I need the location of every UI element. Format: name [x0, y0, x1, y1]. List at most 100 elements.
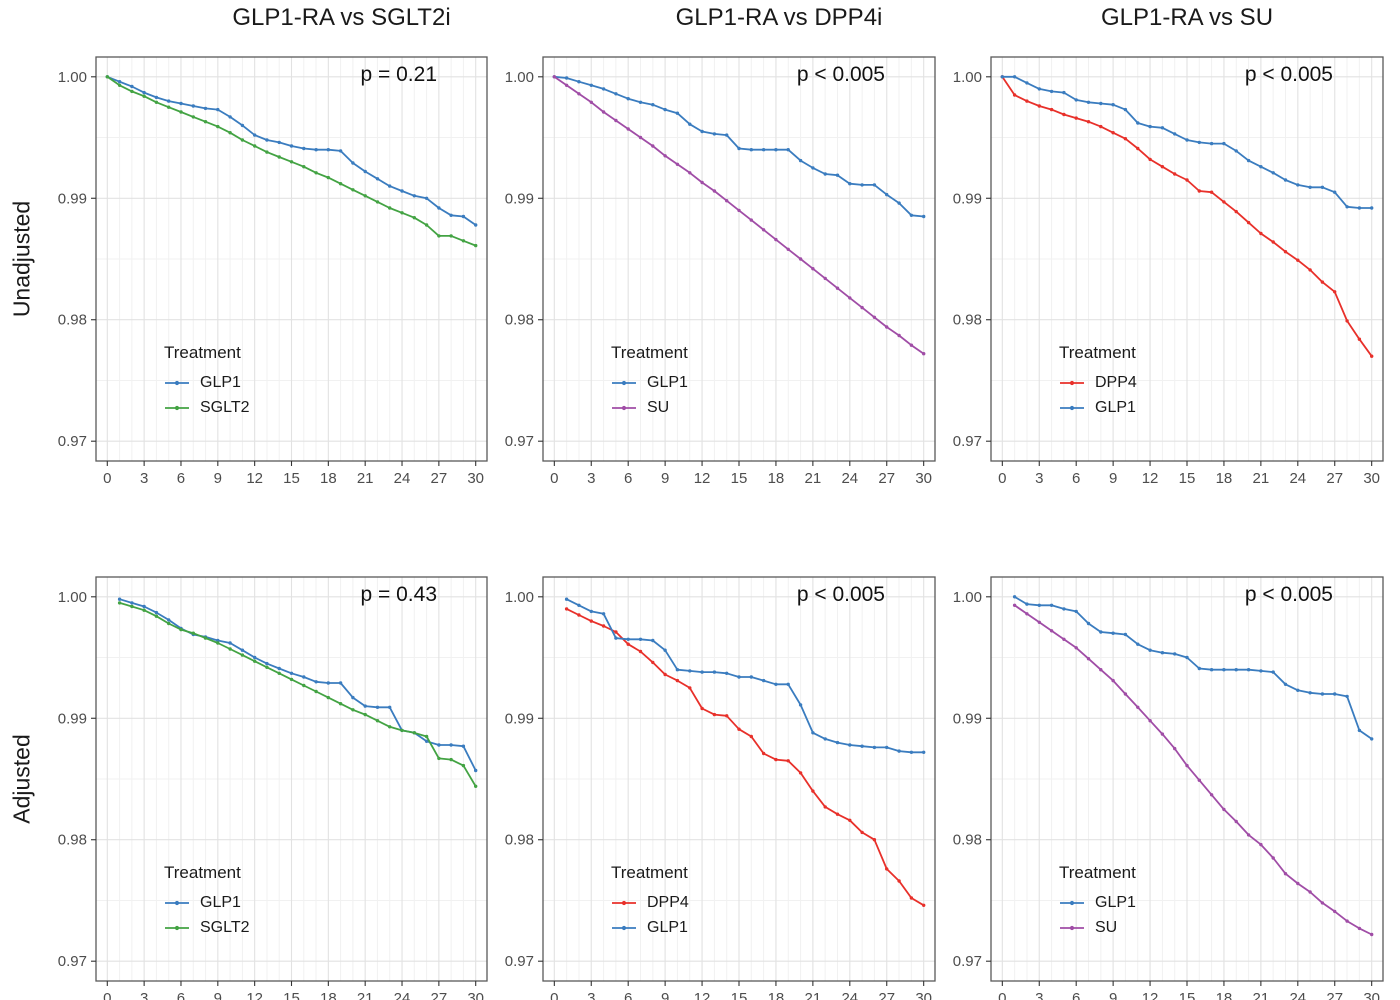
survival-curve-plot: 0 3 6 9 12 15 18 21 24 27 30 1.00 0.99 0.98 0.97	[58, 56, 488, 487]
svg-text:27: 27	[878, 470, 895, 487]
svg-text:3: 3	[1035, 470, 1043, 487]
svg-text:27: 27	[1326, 470, 1343, 487]
panel-unadjusted-glp1-vs-su: 0 3 6 9 12 15 18 21 24 27 30 1.00 0.99 0.98 0.97 p < 0…	[931, 45, 1399, 494]
svg-text:0.98: 0.98	[58, 312, 87, 329]
survival-curve-plot: 0 3 6 9 12 15 18 21 24 27 30 1.00 0.99 0.98 0.97	[58, 576, 488, 1000]
survival-curve-plot: 0 3 6 9 12 15 18 21 24 27 30 1.00 0.99 0.98 0.97	[953, 576, 1384, 1000]
legend-item: GLP1	[1059, 395, 1137, 420]
legend-item: GLP1	[164, 370, 250, 395]
svg-text:1.00: 1.00	[58, 589, 87, 606]
svg-text:6: 6	[624, 990, 632, 1000]
svg-text:15: 15	[731, 990, 748, 1000]
row-label-adjusted: Adjusted	[8, 734, 35, 824]
survival-curve-plot: 0 3 6 9 12 15 18 21 24 27 30 1.00 0.99 0.98 0.97	[505, 576, 936, 1000]
svg-text:0.99: 0.99	[505, 190, 534, 207]
legend-item-label: DPP4	[1095, 373, 1137, 391]
svg-text:3: 3	[140, 990, 148, 1000]
panel-adjusted-glp1-vs-sglt2i: 0 3 6 9 12 15 18 21 24 27 30 1.00 0.99 0.98 0.97 p = 0…	[36, 565, 503, 1000]
legend-title: Treatment	[1059, 343, 1136, 362]
survival-curve-plot: 0 3 6 9 12 15 18 21 24 27 30 1.00 0.99 0.98 0.97	[953, 56, 1384, 487]
svg-text:3: 3	[587, 990, 595, 1000]
svg-text:21: 21	[1253, 470, 1270, 487]
panel-adjusted-glp1-vs-dpp4i: 0 3 6 9 12 15 18 21 24 27 30 1.00 0.99 0.98 0.97 p < 0…	[483, 565, 951, 1000]
legend-key-icon	[612, 925, 636, 930]
svg-text:0.99: 0.99	[505, 710, 534, 727]
legend-title: Treatment	[164, 863, 241, 882]
svg-text:0: 0	[550, 990, 558, 1000]
svg-text:6: 6	[1072, 470, 1080, 487]
legend-item: SGLT2	[164, 915, 250, 940]
treatment-legend: Treatment DPP4 GLP1	[611, 863, 689, 940]
svg-text:18: 18	[768, 990, 785, 1000]
svg-text:0.97: 0.97	[58, 433, 87, 450]
svg-text:24: 24	[1289, 470, 1306, 487]
svg-text:21: 21	[1253, 990, 1270, 1000]
svg-text:15: 15	[1179, 990, 1196, 1000]
svg-text:30: 30	[467, 990, 484, 1000]
legend-item: GLP1	[164, 890, 250, 915]
legend-item-label: GLP1	[647, 918, 688, 936]
svg-text:3: 3	[1035, 990, 1043, 1000]
svg-text:0.97: 0.97	[953, 433, 982, 450]
svg-text:18: 18	[320, 470, 337, 487]
svg-text:1.00: 1.00	[505, 69, 534, 86]
p-value-label: p = 0.21	[360, 63, 437, 86]
legend-item: GLP1	[1059, 890, 1136, 915]
p-value-label: p < 0.005	[1244, 583, 1333, 606]
svg-text:30: 30	[915, 470, 932, 487]
legend-item-label: SU	[1095, 918, 1118, 936]
svg-text:12: 12	[694, 470, 711, 487]
svg-text:27: 27	[431, 990, 448, 1000]
svg-text:0.99: 0.99	[58, 190, 87, 207]
svg-text:30: 30	[1363, 470, 1380, 487]
svg-text:3: 3	[140, 470, 148, 487]
svg-text:0.98: 0.98	[505, 312, 534, 329]
svg-text:18: 18	[1216, 470, 1233, 487]
legend-item: SU	[1059, 915, 1136, 940]
legend-item-label: GLP1	[200, 893, 241, 911]
svg-text:30: 30	[467, 470, 484, 487]
svg-text:0.97: 0.97	[953, 953, 982, 970]
svg-text:12: 12	[694, 990, 711, 1000]
svg-text:30: 30	[1363, 990, 1380, 1000]
svg-text:27: 27	[431, 470, 448, 487]
svg-text:24: 24	[394, 470, 411, 487]
svg-text:27: 27	[878, 990, 895, 1000]
legend-item-label: SGLT2	[200, 398, 250, 416]
svg-text:24: 24	[1289, 990, 1306, 1000]
legend-key-icon	[165, 925, 189, 930]
legend-item-label: SU	[647, 398, 670, 416]
legend-item: GLP1	[611, 370, 688, 395]
svg-text:15: 15	[731, 470, 748, 487]
treatment-legend: Treatment DPP4 GLP1	[1059, 343, 1137, 420]
p-value-label: p = 0.43	[360, 583, 437, 606]
legend-title: Treatment	[164, 343, 241, 362]
svg-text:24: 24	[394, 990, 411, 1000]
svg-text:0: 0	[103, 990, 111, 1000]
svg-text:30: 30	[915, 990, 932, 1000]
svg-text:6: 6	[177, 470, 185, 487]
svg-text:18: 18	[1216, 990, 1233, 1000]
legend-item: GLP1	[611, 915, 689, 940]
svg-text:1.00: 1.00	[505, 589, 534, 606]
column-title-glp1-vs-sglt2i: GLP1-RA vs SGLT2i	[232, 4, 451, 31]
svg-text:9: 9	[1109, 990, 1117, 1000]
svg-text:0.97: 0.97	[505, 953, 534, 970]
svg-text:9: 9	[661, 990, 669, 1000]
svg-text:12: 12	[246, 990, 263, 1000]
svg-text:12: 12	[246, 470, 263, 487]
svg-text:0.97: 0.97	[58, 953, 87, 970]
p-value-label: p < 0.005	[796, 63, 885, 86]
svg-text:24: 24	[841, 990, 858, 1000]
legend-item-label: GLP1	[200, 373, 241, 391]
legend-key-icon	[612, 900, 636, 905]
svg-text:15: 15	[283, 470, 300, 487]
legend-title: Treatment	[611, 343, 688, 362]
legend-key-icon	[165, 900, 189, 905]
panel-unadjusted-glp1-vs-dpp4i: 0 3 6 9 12 15 18 21 24 27 30 1.00 0.99 0.98 0.97 p < 0…	[483, 45, 951, 494]
svg-text:18: 18	[320, 990, 337, 1000]
svg-text:0: 0	[550, 470, 558, 487]
svg-text:12: 12	[1142, 470, 1159, 487]
legend-key-icon	[1060, 380, 1084, 385]
svg-text:9: 9	[214, 990, 222, 1000]
